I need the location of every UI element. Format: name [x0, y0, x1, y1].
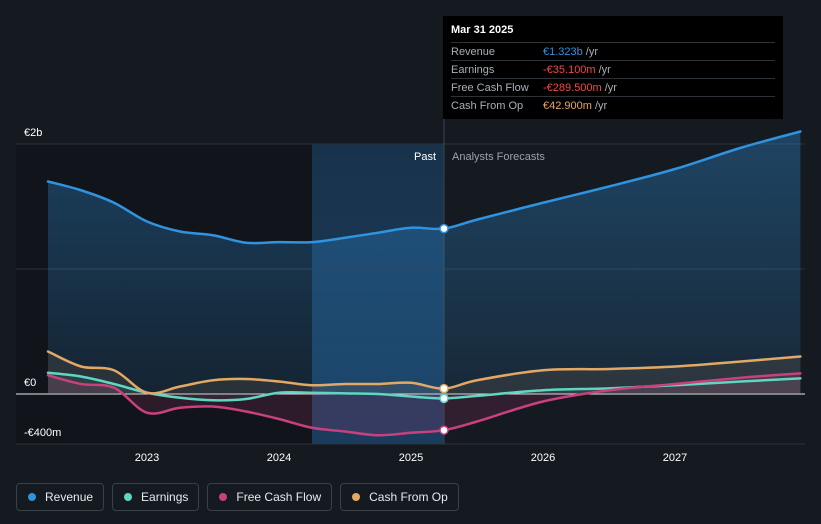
x-tick-label: 2025 [399, 452, 423, 464]
y-tick-label: €0 [24, 377, 36, 389]
tooltip: Mar 31 2025 Revenue €1.323b /yr Earnings… [443, 16, 783, 119]
tooltip-row-cash-from-op: Cash From Op €42.900m /yr [451, 96, 775, 114]
cash-from-op-area [48, 351, 801, 394]
free-cash-flow-area [48, 373, 801, 436]
tooltip-label: Free Cash Flow [451, 81, 529, 94]
legend-label: Revenue [45, 490, 94, 504]
legend: Revenue Earnings Free Cash Flow Cash Fro… [16, 483, 459, 511]
x-tick-label: 2026 [531, 452, 555, 464]
cash-from-op-line [46, 350, 802, 395]
legend-item-revenue[interactable]: Revenue [16, 483, 105, 511]
y-tick-label: €2b [24, 127, 42, 139]
legend-item-free-cash-flow[interactable]: Free Cash Flow [207, 483, 333, 511]
legend-dot-icon [124, 493, 133, 501]
cash-from-op-marker [439, 383, 449, 394]
tooltip-unit: /yr [585, 45, 598, 58]
legend-item-earnings[interactable]: Earnings [112, 483, 200, 511]
tooltip-value: €1.323b [543, 45, 583, 58]
period-label-past: Past [414, 151, 436, 163]
tooltip-row-revenue: Revenue €1.323b /yr [451, 42, 775, 60]
legend-item-cash-from-op[interactable]: Cash From Op [340, 483, 459, 511]
chart-area: €2b €0 -€400m 2023 2024 2025 2026 2027 Past Analy… [16, 119, 805, 464]
legend-dot-icon [28, 493, 36, 501]
tooltip-value: -€289.500m [543, 81, 602, 94]
tooltip-unit: /yr [598, 63, 611, 76]
earnings-area [48, 372, 801, 401]
x-tick-label: 2024 [267, 452, 291, 464]
x-tick-label: 2023 [135, 452, 159, 464]
earnings-marker [439, 393, 449, 404]
tooltip-value: €42.900m [543, 99, 592, 112]
tooltip-label: Revenue [451, 45, 496, 58]
revenue-area [48, 131, 801, 394]
x-tick-label: 2027 [663, 452, 687, 464]
free-cash-flow-line [46, 372, 802, 437]
revenue-line [46, 130, 802, 245]
y-tick-label: -€400m [24, 427, 61, 439]
tooltip-date: Mar 31 2025 [451, 24, 514, 36]
legend-label: Free Cash Flow [236, 490, 322, 504]
revenue-marker [439, 223, 449, 234]
tooltip-unit: /yr [594, 99, 608, 112]
period-label-forecast: Analysts Forecasts [452, 151, 545, 163]
tooltip-value: -€35.100m [543, 63, 596, 76]
legend-label: Cash From Op [369, 490, 448, 504]
free-cash-flow-marker [439, 425, 449, 435]
tooltip-row-earnings: Earnings -€35.100m /yr [451, 60, 775, 78]
legend-dot-icon [219, 493, 228, 501]
tooltip-label: Cash From Op [451, 99, 524, 112]
legend-dot-icon [352, 493, 361, 501]
tooltip-label: Earnings [451, 63, 495, 76]
tooltip-row-free-cash-flow: Free Cash Flow -€289.500m /yr [451, 78, 775, 96]
legend-label: Earnings [141, 490, 189, 504]
tooltip-unit: /yr [604, 81, 617, 94]
